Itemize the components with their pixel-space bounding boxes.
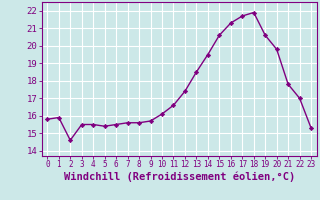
X-axis label: Windchill (Refroidissement éolien,°C): Windchill (Refroidissement éolien,°C) (64, 172, 295, 182)
